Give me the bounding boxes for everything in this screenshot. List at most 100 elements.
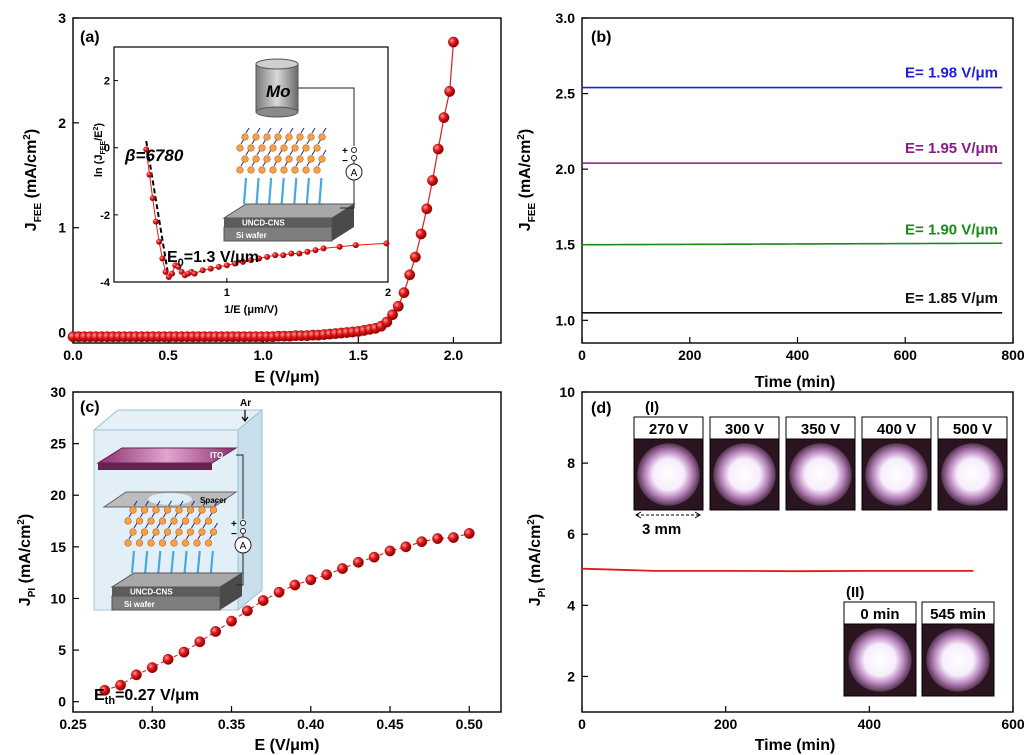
electron-icon xyxy=(181,539,190,547)
x-tick-label: 0.35 xyxy=(218,716,245,732)
fit-line xyxy=(145,140,170,279)
inset-data-point xyxy=(256,255,263,262)
circuit-wire xyxy=(340,180,355,209)
ar-arrow-icon xyxy=(241,410,249,422)
inset-data-point xyxy=(383,240,390,247)
data-point xyxy=(381,316,393,328)
electron-icon xyxy=(258,144,266,152)
inset-data-point xyxy=(152,218,159,225)
x-tick-label: 0 xyxy=(578,347,586,363)
substrate-top xyxy=(222,203,356,219)
electron-icon xyxy=(152,528,160,536)
series-label: E= 1.95 V/μm xyxy=(905,140,998,157)
group-label: (II) xyxy=(846,584,864,601)
photo-caption: 545 min xyxy=(930,606,986,623)
x-tick-label: 800 xyxy=(1001,347,1025,363)
ar-label: Ar xyxy=(240,398,251,409)
arrow-icon xyxy=(278,149,283,156)
photo-caption: 270 V xyxy=(649,421,688,438)
electron-icon xyxy=(318,133,326,141)
y-tick-label: 8 xyxy=(567,455,575,471)
arrow-icon xyxy=(156,500,161,507)
x-tick-label: 1.5 xyxy=(349,347,369,363)
electron-icon xyxy=(140,506,149,514)
mo-electrode-bottom xyxy=(255,106,299,118)
arrow-icon xyxy=(179,500,184,507)
series-line xyxy=(581,567,974,573)
inset-data-point xyxy=(156,238,163,245)
data-point xyxy=(241,605,253,617)
data-point xyxy=(321,569,333,581)
x-tick-label: 0.40 xyxy=(297,716,324,732)
x-tick-label: 0.30 xyxy=(139,716,166,732)
plasma-glow xyxy=(637,443,700,506)
y-tick-label: 1 xyxy=(58,220,66,236)
data-point xyxy=(416,536,428,548)
electron-icon xyxy=(252,155,260,163)
data-point xyxy=(415,228,427,240)
series-label: E= 1.85 V/μm xyxy=(905,290,998,307)
inset-data-point xyxy=(199,267,206,274)
wafer-side xyxy=(220,573,242,610)
emitter-tip xyxy=(209,550,214,574)
electron-icon xyxy=(285,155,293,163)
electron-icon xyxy=(198,528,206,536)
inset-x-label: 1/E (μm/V) xyxy=(224,304,278,316)
inset-data-point xyxy=(248,257,254,264)
electron-icon xyxy=(263,155,271,163)
electron-icon xyxy=(318,155,326,163)
electron-icon xyxy=(241,133,249,141)
data-point xyxy=(427,175,438,186)
photo-caption: 500 V xyxy=(953,421,992,438)
inset-y-label: ln (JFEE/E2) xyxy=(93,123,107,178)
arrow-icon xyxy=(156,522,161,529)
electron-icon xyxy=(186,506,195,514)
electron-icon xyxy=(296,133,304,141)
plasma-glow xyxy=(865,443,928,506)
photo-caption: 0 min xyxy=(860,606,899,623)
electron-icon xyxy=(296,155,304,163)
scale-arrows-icon xyxy=(635,511,701,519)
electron-icon xyxy=(124,539,132,547)
inset-data-point xyxy=(272,252,279,259)
electron-icon xyxy=(158,539,167,547)
y-tick-label: 30 xyxy=(50,384,66,400)
x-tick-label: 0.50 xyxy=(456,716,483,732)
threshold-label: Eth=0.27 V/μm xyxy=(94,687,199,707)
terminal xyxy=(351,147,357,153)
electron-icon xyxy=(198,506,206,514)
arrow-icon xyxy=(245,149,250,156)
inset-data-point xyxy=(280,252,287,259)
electron-icon xyxy=(274,133,282,141)
electron-icon xyxy=(175,528,183,536)
arrow-icon xyxy=(145,500,149,507)
data-point xyxy=(387,309,398,321)
arrow-icon xyxy=(202,500,207,507)
beta-label: β=6780 xyxy=(124,146,184,165)
inset-data-point xyxy=(146,171,153,178)
plasma-glow xyxy=(941,443,1004,506)
terminal xyxy=(351,155,357,161)
e0-label: E0=1.3 V/μm xyxy=(167,249,259,269)
y-tick-label: 2.5 xyxy=(556,86,576,102)
electron-icon xyxy=(280,166,288,174)
electron-icon xyxy=(129,528,137,536)
data-point xyxy=(463,528,475,539)
substrate-label: UNCD-CNS xyxy=(130,588,173,597)
panel-label: (a) xyxy=(80,29,100,46)
inset-data-point xyxy=(159,255,166,262)
electron-icon xyxy=(247,144,255,152)
x-tick-label: 200 xyxy=(714,716,738,732)
cns-layer xyxy=(112,587,220,596)
y-tick-label: 10 xyxy=(559,384,575,400)
data-point xyxy=(421,203,433,215)
electron-icon xyxy=(147,517,155,525)
panel-label: (d) xyxy=(591,400,611,417)
x-axis-label: Time (min) xyxy=(755,374,836,391)
data-point xyxy=(432,533,443,544)
data-point xyxy=(99,684,111,696)
plasma-glow xyxy=(713,443,776,506)
y-tick-label: 6 xyxy=(567,526,575,542)
electron-icon xyxy=(302,166,310,174)
x-tick-label: 0 xyxy=(578,716,586,732)
